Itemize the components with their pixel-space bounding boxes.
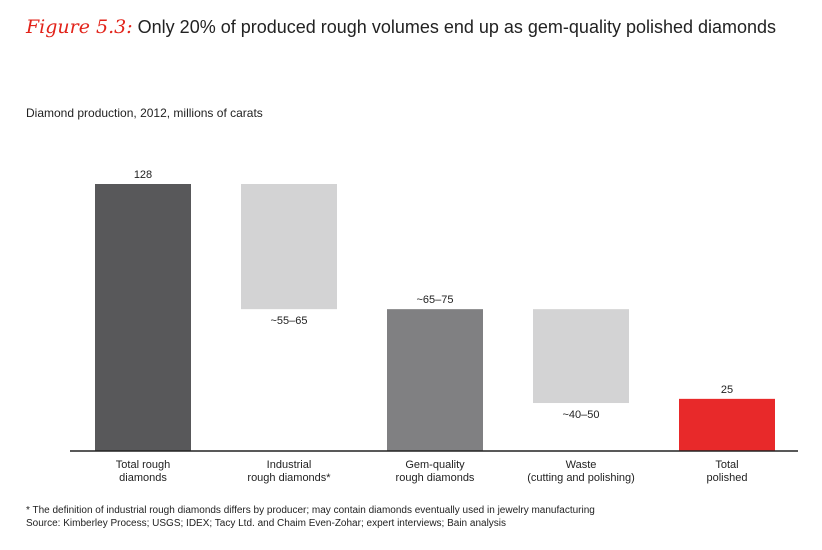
x-tick-label-gem-quality: Gem-quality rough diamonds	[396, 459, 475, 484]
figure-title: Figure 5.3: Only 20% of produced rough v…	[26, 16, 776, 38]
bar-total	[679, 398, 775, 451]
figure-label: Figure 5.3:	[26, 16, 133, 38]
source-note: Source: Kimberley Process; USGS; IDEX; T…	[26, 518, 507, 529]
bar-gem-quality	[387, 309, 483, 451]
data-label-gem-quality: ~65–75	[416, 294, 453, 306]
data-label-industrial: ~55–65	[270, 315, 307, 327]
data-label-total-rough: 128	[134, 169, 152, 181]
data-label-waste: ~40–50	[562, 409, 599, 421]
labels-layer: 128 Total rough diamonds ~55–65 Industrial ro…	[116, 169, 748, 484]
x-tick-label-total-rough: Total rough diamonds	[116, 459, 170, 484]
chart-subtitle: Diamond production, 2012, millions of ca…	[26, 106, 263, 120]
bar-total-rough	[95, 184, 191, 451]
x-tick-label-industrial: Industrial rough diamonds*	[247, 459, 331, 484]
figure-title-text: Only 20% of produced rough volumes end u…	[137, 17, 777, 37]
bar-industrial	[241, 184, 337, 310]
x-tick-label-total: Total polished	[707, 459, 748, 484]
footnote: * The definition of industrial rough dia…	[26, 505, 595, 516]
data-label-total: 25	[721, 384, 733, 396]
bar-waste	[533, 309, 629, 404]
bars-layer	[95, 184, 775, 451]
x-tick-label-waste: Waste (cutting and polishing)	[527, 459, 635, 484]
